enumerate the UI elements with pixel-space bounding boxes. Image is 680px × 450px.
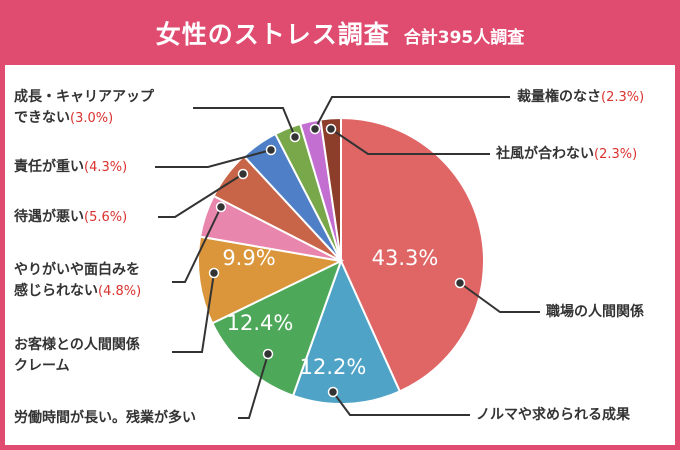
category-percent: (2.3%)	[601, 90, 645, 105]
category-percent: (4.3%)	[84, 160, 128, 175]
category-label: やりがいや面白みを 感じられない(4.8%)	[14, 260, 141, 302]
category-percent: (3.0%)	[70, 111, 114, 126]
category-name: 責任が重い	[14, 159, 84, 175]
category-name: 待遇が悪い	[14, 209, 84, 225]
chart-title: 女性のストレス調査	[155, 19, 390, 49]
slice-value-label: 12.2%	[299, 355, 367, 379]
category-percent: (4.8%)	[98, 284, 142, 299]
chart-subtitle: 合計395人調査	[403, 28, 525, 48]
pie-slice	[340, 116, 485, 393]
category-label: 責任が重い(4.3%)	[14, 157, 127, 178]
leader-line	[330, 128, 490, 155]
leader-dot	[208, 267, 220, 279]
category-name: 労働時間が長い。残業が多い	[14, 410, 196, 426]
leader-dot	[309, 123, 321, 135]
leader-dot	[325, 123, 337, 135]
category-name: 社風が合わない	[496, 146, 594, 162]
header-banner: 女性のストレス調査 合計395人調査	[0, 0, 680, 65]
leader-line	[238, 353, 269, 419]
category-label: 社風が合わない(2.3%)	[496, 144, 637, 165]
category-label: 裁量権のなさ(2.3%)	[517, 87, 644, 108]
leader-line	[193, 107, 296, 138]
leader-line	[155, 149, 272, 168]
leader-line	[172, 206, 222, 283]
category-name: 職場の人間関係	[546, 304, 644, 320]
category-label: 成長・キャリアアップ できない(3.0%)	[14, 87, 154, 129]
leader-dot	[262, 348, 274, 360]
leader-dot	[327, 386, 339, 398]
category-percent: (5.6%)	[84, 210, 128, 225]
leader-dot	[215, 201, 227, 213]
pie-slice	[197, 235, 345, 325]
leader-line	[172, 272, 215, 353]
category-percent: (2.3%)	[594, 147, 638, 162]
leader-dot	[265, 144, 277, 156]
leader-dot	[454, 277, 466, 289]
category-label: 労働時間が長い。残業が多い	[14, 408, 196, 429]
category-label: お客様との人間関係 クレーム	[14, 335, 140, 377]
slice-value-label: 12.4%	[226, 311, 294, 335]
category-label: 職場の人間関係	[546, 302, 644, 323]
pie-slice	[210, 259, 343, 397]
leader-dot	[237, 168, 249, 180]
leader-line	[158, 173, 244, 218]
leader-dot	[289, 131, 301, 143]
category-label: 待遇が悪い(5.6%)	[14, 207, 127, 228]
leader-line	[459, 282, 540, 313]
category-label: ノルマや求められる成果	[476, 405, 630, 426]
category-name: ノルマや求められる成果	[476, 407, 630, 423]
category-name: お客様との人間関係 クレーム	[14, 337, 140, 374]
slice-value-label: 9.9%	[222, 246, 276, 270]
leader-line	[332, 391, 470, 416]
slice-value-label: 43.3%	[371, 246, 439, 270]
category-name: 裁量権のなさ	[517, 89, 601, 105]
leader-line	[314, 96, 510, 130]
pie-slice	[291, 258, 402, 405]
category-name: やりがいや面白みを 感じられない	[14, 262, 140, 299]
category-name: 成長・キャリアアップ できない	[14, 89, 154, 126]
